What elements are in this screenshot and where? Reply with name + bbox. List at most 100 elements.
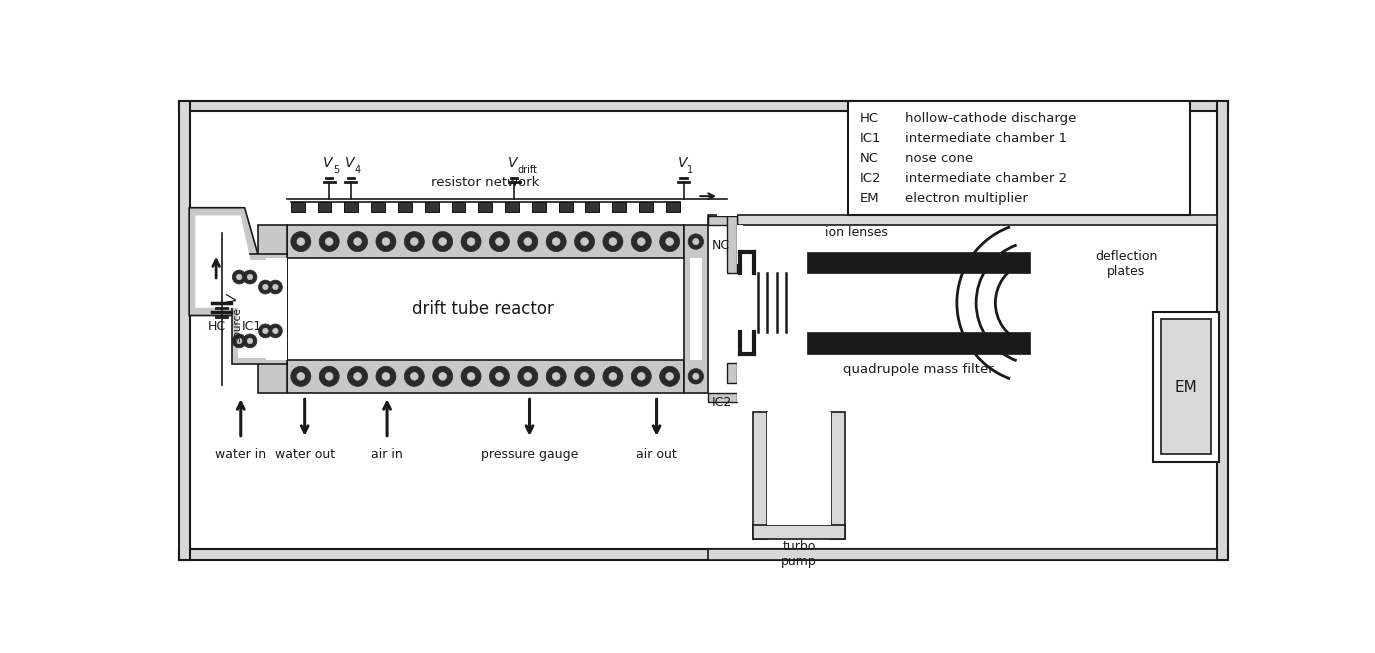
- Circle shape: [382, 372, 389, 380]
- Bar: [1217, 101, 1228, 560]
- Circle shape: [461, 366, 481, 387]
- Circle shape: [575, 366, 594, 387]
- Bar: [179, 101, 1228, 112]
- Polygon shape: [195, 215, 250, 308]
- Circle shape: [495, 238, 503, 246]
- Text: 4: 4: [355, 165, 360, 176]
- Circle shape: [660, 232, 679, 251]
- Bar: [179, 101, 190, 560]
- Bar: [666, 202, 679, 212]
- Bar: [397, 202, 412, 212]
- Bar: [558, 202, 572, 212]
- Circle shape: [404, 232, 425, 251]
- Circle shape: [546, 366, 566, 387]
- Circle shape: [666, 238, 674, 246]
- Circle shape: [461, 232, 481, 251]
- Bar: [690, 258, 703, 360]
- Bar: [1154, 311, 1218, 462]
- Bar: [727, 216, 737, 273]
- Circle shape: [553, 372, 560, 380]
- Circle shape: [638, 372, 645, 380]
- Bar: [344, 202, 359, 212]
- Text: electron multiplier: electron multiplier: [905, 192, 1028, 205]
- Bar: [292, 202, 305, 212]
- Circle shape: [468, 238, 474, 246]
- Circle shape: [292, 366, 311, 387]
- Bar: [287, 360, 683, 392]
- Bar: [371, 202, 385, 212]
- Text: hollow-cathode discharge: hollow-cathode discharge: [905, 112, 1077, 125]
- Circle shape: [258, 280, 272, 294]
- Circle shape: [495, 372, 503, 380]
- Circle shape: [297, 238, 305, 246]
- Circle shape: [524, 238, 532, 246]
- Circle shape: [258, 324, 272, 338]
- Bar: [708, 216, 737, 225]
- Bar: [425, 202, 439, 212]
- Circle shape: [232, 270, 246, 284]
- Text: HC: HC: [859, 112, 879, 125]
- Text: HC: HC: [208, 320, 226, 333]
- Text: $V$: $V$: [226, 292, 241, 304]
- Text: drift: drift: [517, 165, 538, 176]
- Bar: [267, 258, 287, 360]
- Circle shape: [248, 338, 253, 343]
- Circle shape: [326, 372, 333, 380]
- Text: NC: NC: [859, 152, 879, 165]
- Circle shape: [433, 232, 452, 251]
- Bar: [767, 412, 832, 525]
- Circle shape: [490, 232, 509, 251]
- Bar: [612, 202, 626, 212]
- Circle shape: [272, 328, 278, 334]
- Circle shape: [243, 334, 257, 348]
- Text: intermediate chamber 2: intermediate chamber 2: [905, 172, 1067, 185]
- Bar: [318, 202, 331, 212]
- Circle shape: [375, 366, 396, 387]
- Bar: [287, 225, 683, 258]
- Polygon shape: [190, 208, 260, 315]
- Circle shape: [292, 232, 311, 251]
- Circle shape: [319, 232, 340, 251]
- Bar: [737, 225, 742, 264]
- Text: $V$: $V$: [507, 156, 520, 170]
- Text: IC1: IC1: [859, 132, 881, 145]
- Circle shape: [411, 372, 418, 380]
- Bar: [718, 200, 737, 216]
- Bar: [727, 363, 737, 383]
- Bar: [258, 225, 287, 392]
- Bar: [752, 525, 846, 539]
- Bar: [847, 101, 1191, 215]
- Bar: [231, 254, 287, 364]
- Text: water in: water in: [216, 448, 267, 461]
- Circle shape: [553, 238, 560, 246]
- Circle shape: [433, 366, 452, 387]
- Circle shape: [524, 372, 532, 380]
- Circle shape: [688, 369, 704, 384]
- Circle shape: [580, 238, 588, 246]
- Bar: [238, 260, 280, 358]
- Text: source: source: [232, 308, 242, 342]
- Circle shape: [353, 238, 362, 246]
- Bar: [807, 251, 1030, 273]
- Circle shape: [348, 232, 367, 251]
- Bar: [478, 202, 492, 212]
- Text: $V$: $V$: [322, 156, 334, 170]
- Text: 5: 5: [333, 165, 340, 176]
- Text: quadrupole mass filter: quadrupole mass filter: [843, 363, 994, 376]
- Circle shape: [411, 238, 418, 246]
- Bar: [737, 354, 742, 402]
- Circle shape: [666, 372, 674, 380]
- Circle shape: [439, 372, 447, 380]
- Circle shape: [468, 372, 474, 380]
- Circle shape: [268, 324, 282, 338]
- Circle shape: [297, 372, 305, 380]
- Circle shape: [236, 274, 242, 279]
- Bar: [718, 407, 737, 411]
- Circle shape: [609, 238, 617, 246]
- Bar: [179, 549, 1228, 560]
- Bar: [832, 412, 846, 539]
- Circle shape: [693, 238, 698, 245]
- Circle shape: [326, 238, 333, 246]
- Circle shape: [263, 328, 268, 334]
- Bar: [1160, 319, 1211, 454]
